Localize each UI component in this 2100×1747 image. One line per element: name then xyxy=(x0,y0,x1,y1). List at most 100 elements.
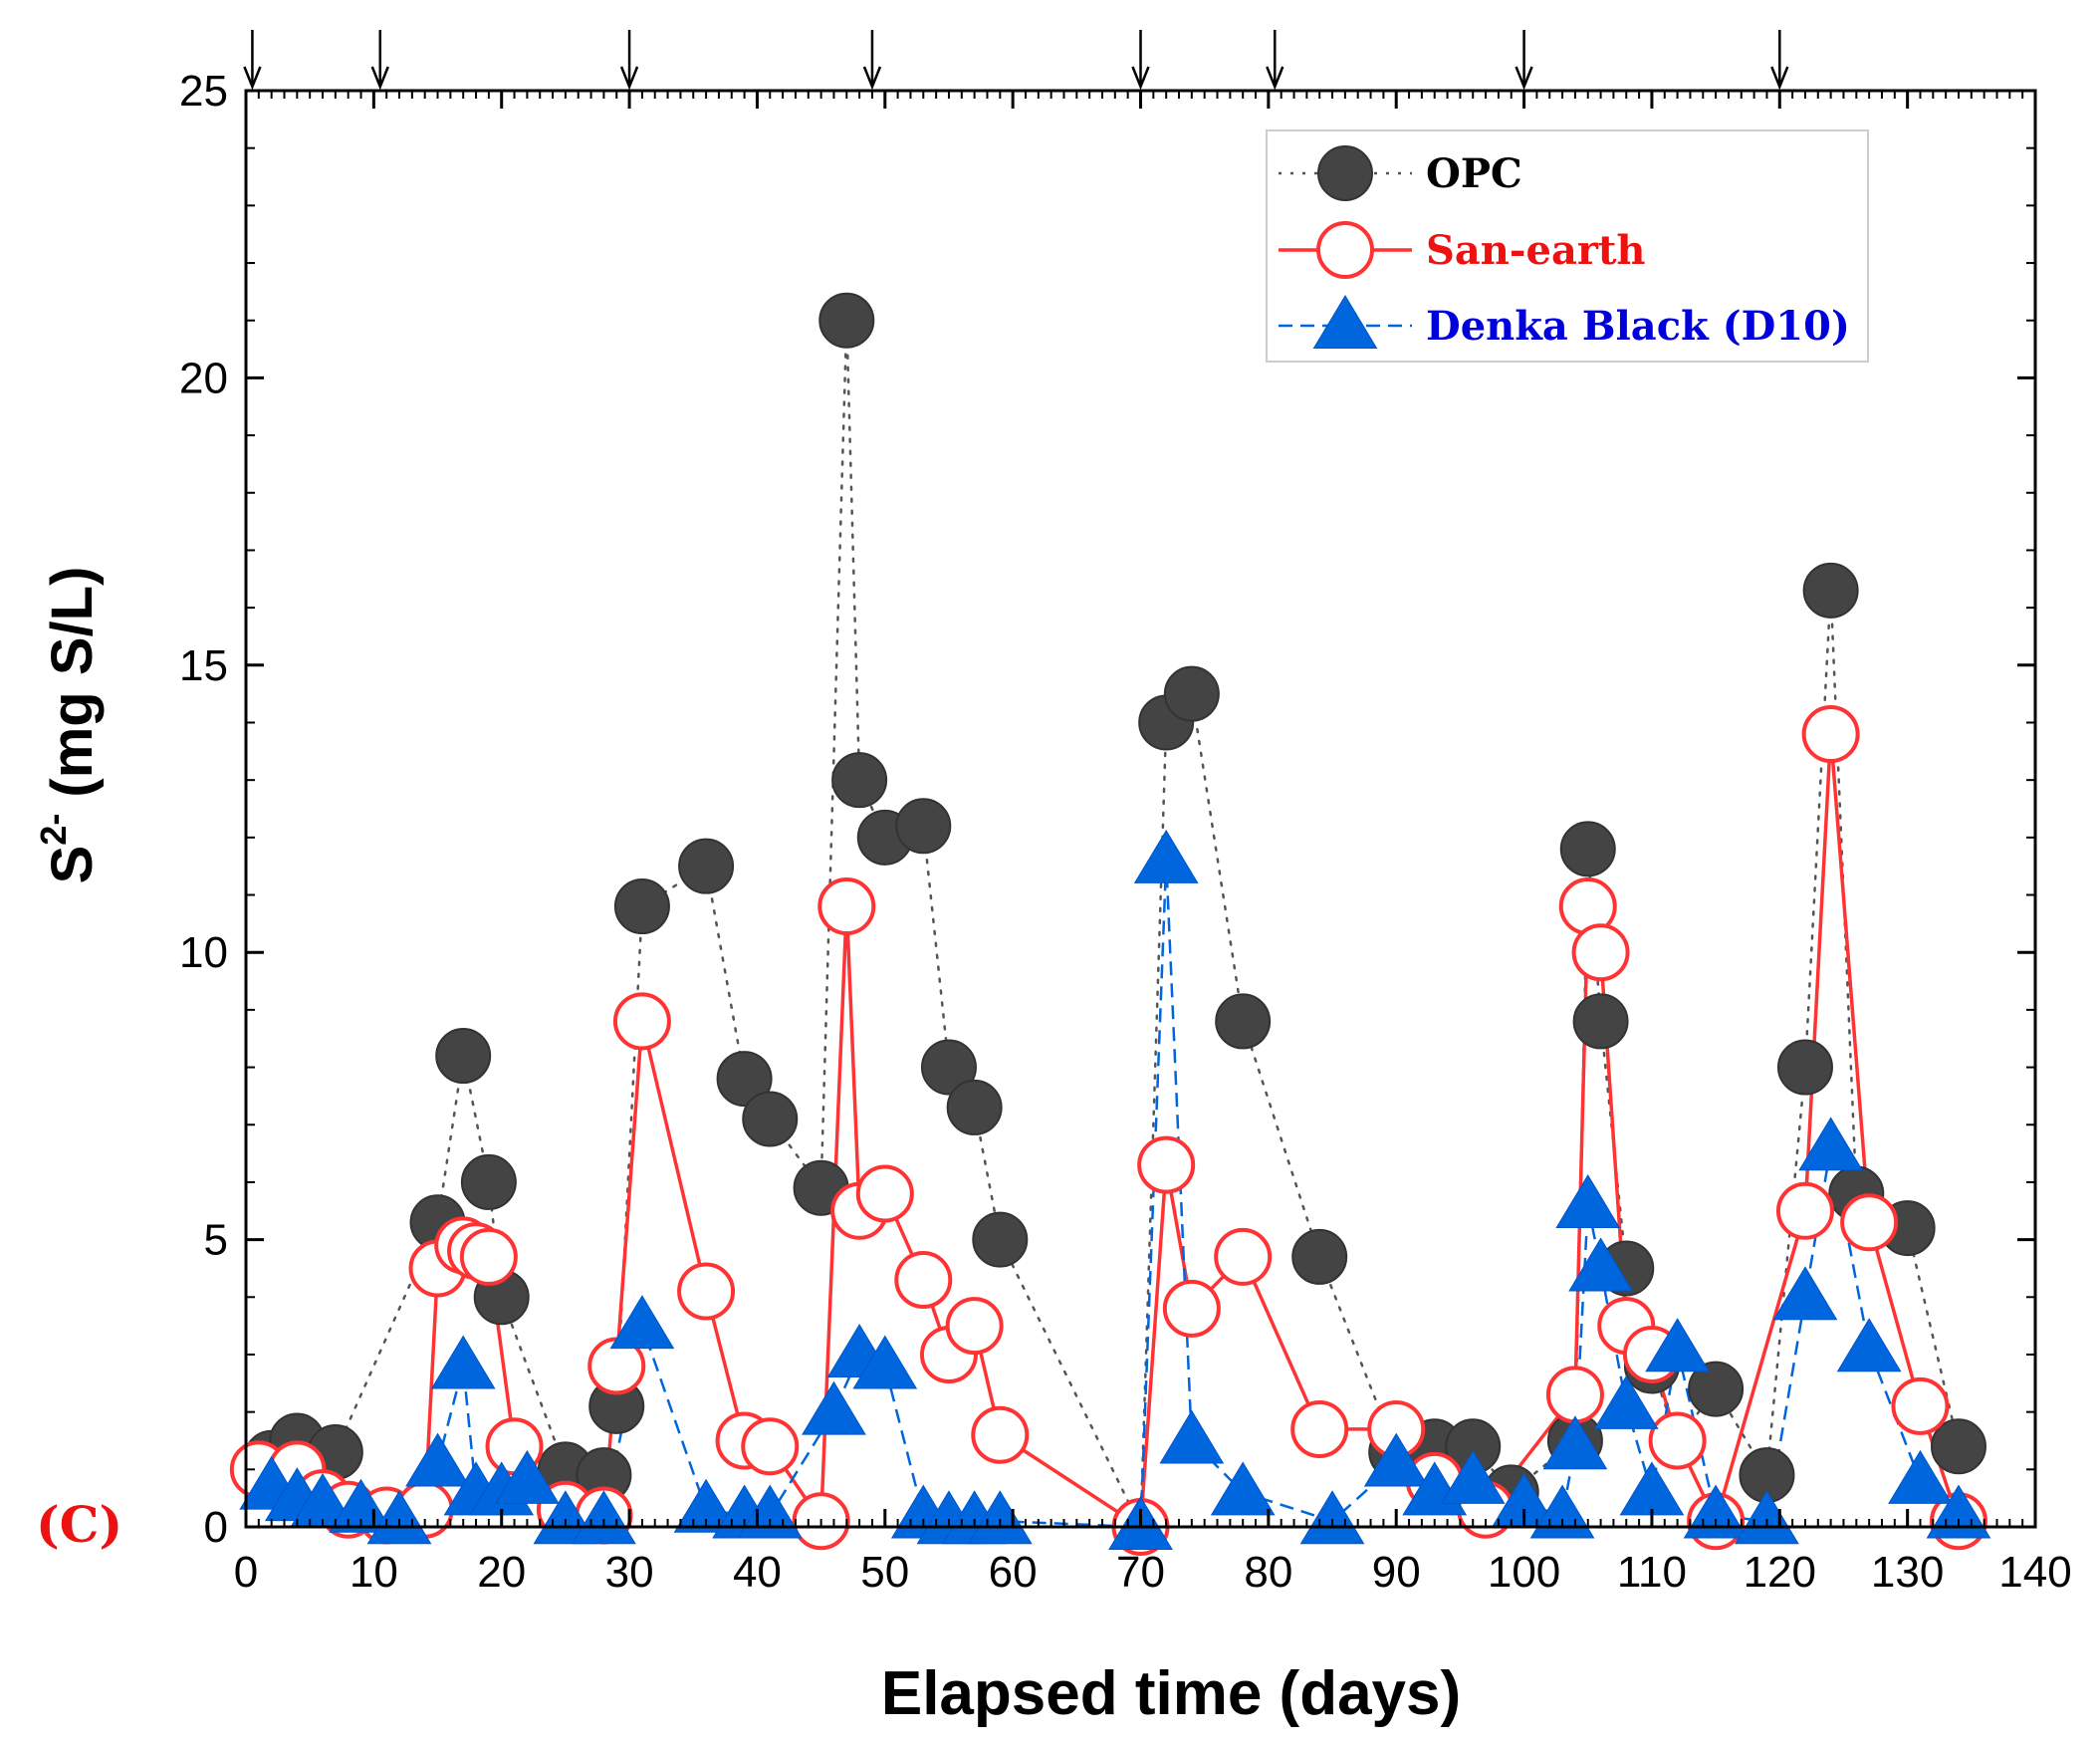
x-tick-label: 10 xyxy=(350,1548,398,1597)
y-axis-title-rest: (mg S/L) xyxy=(40,567,105,814)
data-point xyxy=(673,1478,739,1533)
y-tick-label: 20 xyxy=(179,354,228,402)
data-point xyxy=(1137,1135,1196,1194)
data-point xyxy=(742,1091,799,1147)
data-point xyxy=(1840,1193,1899,1252)
data-point xyxy=(1801,705,1860,764)
data-point xyxy=(1891,1376,1950,1435)
data-point xyxy=(1210,1461,1276,1516)
data-point xyxy=(737,1484,803,1539)
dosing-arrow-head xyxy=(1515,66,1533,91)
data-point xyxy=(678,838,735,894)
data-point xyxy=(1162,1279,1221,1338)
data-point xyxy=(1290,1399,1349,1458)
data-point xyxy=(802,1380,866,1435)
data-point xyxy=(1802,562,1859,619)
data-point xyxy=(1363,1432,1429,1487)
legend-marker-0 xyxy=(1317,145,1373,201)
series-markers xyxy=(229,292,1991,1556)
data-point xyxy=(1593,1374,1659,1429)
x-tick-label: 90 xyxy=(1372,1548,1421,1597)
data-point xyxy=(1571,923,1630,982)
data-point xyxy=(1645,1318,1710,1373)
x-tick-label: 80 xyxy=(1244,1548,1292,1597)
data-point xyxy=(1545,1366,1604,1424)
y-axis-title-sup: 2- xyxy=(33,814,74,846)
data-point xyxy=(495,1449,560,1504)
dosing-arrow-head xyxy=(862,66,882,91)
series-0-markers xyxy=(243,292,1986,1555)
data-point xyxy=(1133,829,1199,883)
y-tick-label: 5 xyxy=(204,1216,228,1265)
dosing-arrows xyxy=(243,30,1789,91)
data-point xyxy=(1529,1484,1595,1539)
data-point xyxy=(1215,993,1272,1050)
data-point xyxy=(1683,1484,1749,1539)
data-point xyxy=(967,1490,1033,1545)
data-point xyxy=(1159,1409,1225,1464)
x-tick-label: 130 xyxy=(1871,1548,1944,1597)
data-point xyxy=(1798,1117,1864,1171)
legend-label-2: Denka Black (D10) xyxy=(1426,303,1850,350)
data-point xyxy=(1775,1181,1834,1240)
panel-label: (C) xyxy=(36,1495,122,1554)
x-tick-label: 140 xyxy=(1998,1548,2071,1597)
x-tick-label: 120 xyxy=(1744,1548,1816,1597)
data-point xyxy=(1735,1490,1799,1545)
data-point xyxy=(1772,1266,1838,1321)
data-point xyxy=(1214,1227,1273,1286)
data-point xyxy=(1440,1449,1506,1504)
x-tick-label: 20 xyxy=(477,1548,526,1597)
y-axis-title-main: S xyxy=(40,846,105,884)
data-point xyxy=(894,1250,953,1309)
data-point xyxy=(677,1262,736,1321)
legend-label-0: OPC xyxy=(1426,150,1522,197)
x-tick-label: 100 xyxy=(1488,1548,1560,1597)
y-tick-label: 0 xyxy=(204,1503,228,1552)
x-tick-label: 30 xyxy=(605,1548,654,1597)
y-axis-title: S2- (mg S/L) xyxy=(33,567,105,884)
data-point xyxy=(831,752,888,809)
y-tick-label: 15 xyxy=(179,641,228,690)
data-point xyxy=(741,1417,800,1476)
data-point xyxy=(459,1227,518,1286)
y-tick-label: 10 xyxy=(179,928,228,977)
x-axis-title: Elapsed time (days) xyxy=(881,1659,1461,1728)
data-point xyxy=(1836,1318,1902,1373)
data-point xyxy=(1619,1461,1685,1516)
data-point xyxy=(971,1405,1030,1464)
data-point xyxy=(1648,1411,1707,1470)
data-point xyxy=(852,1335,918,1389)
data-point xyxy=(1291,1228,1348,1285)
data-point xyxy=(1163,665,1220,722)
data-point xyxy=(1688,1361,1745,1417)
legend: OPC San-earth Denka Black (D10) xyxy=(1266,129,1869,363)
data-point xyxy=(572,1490,636,1545)
data-point xyxy=(1926,1484,1991,1539)
x-tick-label: 70 xyxy=(1116,1548,1165,1597)
dosing-arrow-head xyxy=(370,66,389,91)
data-point xyxy=(972,1211,1029,1268)
series-1-markers xyxy=(229,705,1987,1556)
data-point xyxy=(609,1295,675,1350)
dosing-arrow-head xyxy=(619,66,639,91)
dosing-arrow-head xyxy=(1266,66,1284,91)
data-point xyxy=(945,1297,1004,1356)
data-point xyxy=(329,1478,393,1533)
data-point xyxy=(716,1051,773,1108)
data-point xyxy=(1930,1418,1986,1475)
data-point xyxy=(920,1039,977,1096)
dosing-arrow-head xyxy=(243,66,262,91)
data-point xyxy=(1572,993,1629,1050)
data-point xyxy=(946,1079,1003,1135)
x-tick-label: 110 xyxy=(1617,1548,1687,1597)
dosing-arrow-head xyxy=(1131,66,1150,91)
axes: 0 10 20 30 40 50 60 70 80 90 100 110 120 130 140 0 5 10 15… xyxy=(179,67,2072,1597)
data-point xyxy=(405,1432,470,1487)
data-point xyxy=(1299,1490,1365,1545)
data-point xyxy=(1542,1415,1608,1470)
data-point xyxy=(1568,1237,1633,1292)
data-point xyxy=(430,1335,496,1389)
data-point xyxy=(460,1153,517,1210)
